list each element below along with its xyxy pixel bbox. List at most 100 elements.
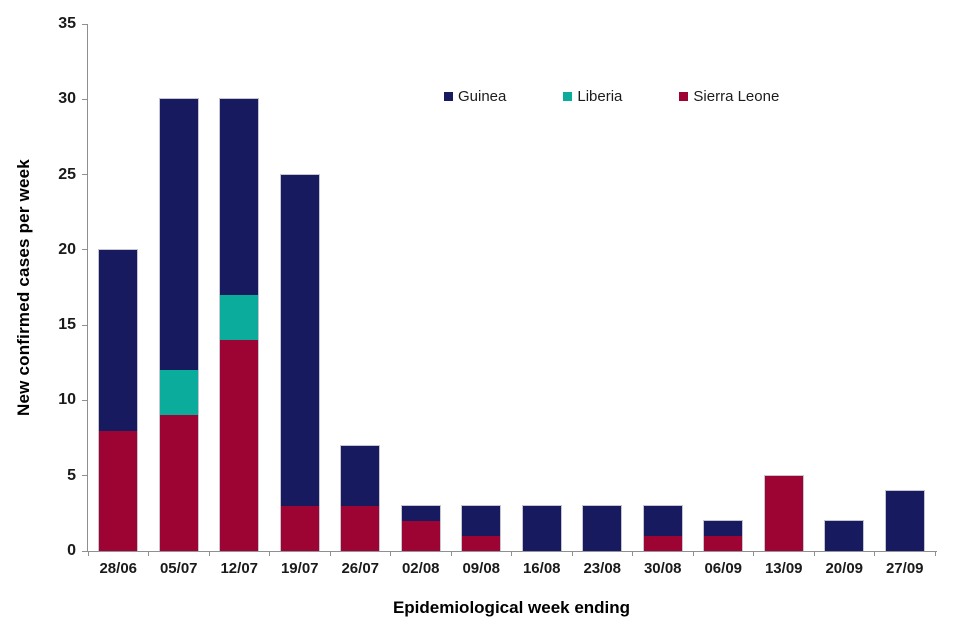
x-tick-mark — [692, 551, 694, 556]
legend-swatch-icon — [444, 92, 453, 101]
x-tick-label: 20/09 — [825, 560, 864, 577]
x-tick-mark — [450, 551, 452, 556]
bar-slot: 13/09 — [754, 24, 815, 577]
legend-swatch-icon — [563, 92, 573, 101]
x-tick-mark — [874, 551, 875, 556]
y-tick-label: 20 — [58, 240, 76, 258]
x-tick-mark — [329, 551, 331, 556]
legend-item-guinea: Guinea — [444, 88, 506, 105]
y-tick-mark — [82, 174, 88, 176]
bar-segment-sierra-leone — [341, 505, 380, 551]
bar-segment-sierra-leone — [401, 520, 440, 551]
bar-segment-guinea — [280, 174, 319, 506]
x-tick-mark — [208, 551, 210, 556]
x-tick-label: 06/09 — [704, 560, 743, 577]
plot-area: 0 5 10 15 20 25 30 35 28/06 05/07 12/07 19/07 26/07 0… — [58, 16, 937, 577]
bar-slot: 12/07 — [209, 24, 270, 577]
y-tick-mark — [82, 324, 88, 326]
legend: Guinea Liberia Sierra Leone — [444, 88, 779, 105]
bar-slot: 09/08 — [451, 24, 512, 577]
bar-segment-guinea — [159, 99, 198, 371]
x-tick-mark — [390, 551, 391, 556]
x-tick-label: 13/09 — [764, 560, 803, 577]
y-tick-mark — [82, 399, 88, 401]
x-tick-label: 12/07 — [220, 560, 259, 577]
x-tick-label: 30/08 — [643, 560, 682, 577]
x-axis-line — [82, 551, 937, 552]
bar — [703, 519, 744, 553]
bar — [158, 98, 199, 552]
bar-segment-sierra-leone — [643, 535, 682, 551]
bar-slot: 06/09 — [693, 24, 754, 577]
y-tick-mark — [82, 475, 88, 477]
bar — [279, 173, 320, 553]
x-tick-label: 09/08 — [462, 560, 501, 577]
bar-segment-sierra-leone — [220, 340, 259, 551]
bar-slot: 27/09 — [875, 24, 936, 577]
bar-segment-guinea — [341, 445, 380, 506]
bar — [582, 504, 623, 553]
bar — [461, 504, 502, 553]
legend-label: Sierra Leone — [693, 88, 780, 105]
legend-item-liberia: Liberia — [563, 88, 622, 105]
x-tick-mark — [148, 551, 149, 556]
bar-slot: 02/08 — [391, 24, 452, 577]
legend-label: Liberia — [577, 88, 623, 105]
y-tick-label: 30 — [58, 90, 76, 108]
bar-segment-guinea — [825, 520, 864, 551]
legend-label: Guinea — [458, 88, 507, 105]
bar — [98, 248, 139, 553]
y-axis-title: New confirmed cases per week — [14, 159, 33, 416]
y-axis-line — [87, 24, 88, 551]
x-tick-label: 26/07 — [341, 560, 380, 577]
x-tick-mark — [511, 551, 512, 556]
x-tick-mark — [753, 551, 754, 556]
bar-segment-sierra-leone — [159, 415, 198, 551]
bar-segment-sierra-leone — [99, 430, 138, 551]
x-tick-label: 28/06 — [99, 560, 138, 577]
bar-segment-guinea — [583, 505, 622, 551]
bar-segment-guinea — [462, 505, 501, 536]
y-tick-label: 25 — [58, 165, 76, 183]
x-tick-label: 19/07 — [280, 560, 319, 577]
legend-item-sierra-leone: Sierra Leone — [679, 88, 779, 105]
bar-slot: 30/08 — [633, 24, 694, 577]
y-tick-mark — [82, 98, 88, 100]
bar-segment-guinea — [220, 99, 259, 296]
x-tick-label: 16/08 — [522, 560, 561, 577]
x-tick-label: 02/08 — [401, 560, 440, 577]
legend-swatch-icon — [679, 92, 689, 101]
y-tick-label: 35 — [58, 15, 76, 32]
x-axis-title: Epidemiological week ending — [392, 598, 631, 617]
x-tick-label: 05/07 — [159, 560, 198, 577]
bar-slot: 23/08 — [572, 24, 633, 577]
y-tick-label: 15 — [58, 316, 76, 334]
x-tick-label: 27/09 — [885, 560, 924, 577]
bar-segment-liberia — [220, 295, 259, 341]
bar — [521, 504, 562, 553]
bar-segment-sierra-leone — [280, 505, 319, 551]
bar — [642, 504, 683, 553]
bar-slot: 28/06 — [88, 24, 149, 577]
y-tick-label: 5 — [67, 466, 76, 484]
bar-segment-liberia — [159, 370, 198, 416]
x-tick-mark — [813, 551, 815, 556]
y-tick-mark — [82, 249, 88, 251]
bar — [763, 474, 804, 553]
bar-segment-sierra-leone — [764, 475, 803, 551]
x-tick-mark — [269, 551, 270, 556]
bar-slot: 05/07 — [149, 24, 210, 577]
bar-slot: 16/08 — [512, 24, 573, 577]
y-tick-label: 10 — [58, 391, 76, 409]
bar-segment-guinea — [401, 505, 440, 521]
bar-slot: 19/07 — [270, 24, 331, 577]
x-tick-mark — [934, 551, 936, 556]
y-tick-mark — [82, 550, 88, 552]
bar-segment-guinea — [99, 249, 138, 431]
bar-segment-guinea — [643, 505, 682, 536]
bar-segment-guinea — [704, 520, 743, 536]
x-tick-mark — [87, 551, 89, 556]
x-tick-mark — [632, 551, 633, 556]
bar-segment-guinea — [885, 490, 924, 551]
